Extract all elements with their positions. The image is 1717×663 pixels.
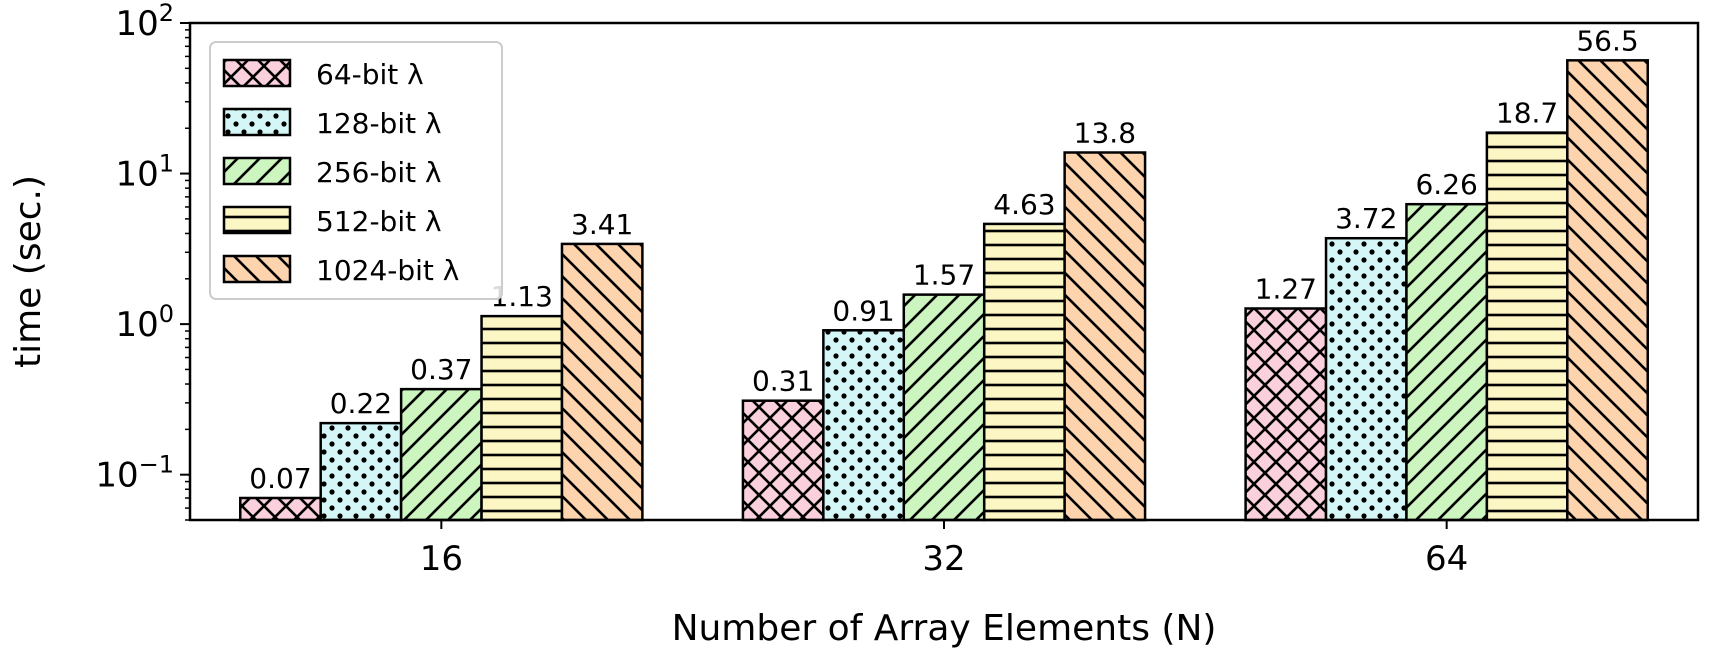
bar-value-label: 4.63 xyxy=(993,188,1055,221)
bar-16-1 xyxy=(319,421,403,522)
bar-value-label: 18.7 xyxy=(1496,97,1558,130)
x-tick-label: 64 xyxy=(1425,539,1468,579)
bar-64-4 xyxy=(1566,59,1649,522)
bar-value-label: 0.07 xyxy=(249,462,311,495)
legend-entry-label: 64-bit λ xyxy=(316,58,424,91)
legend-frame xyxy=(209,41,503,300)
bar-64-3 xyxy=(1485,131,1569,522)
bar-16-3 xyxy=(480,314,564,522)
y-tick-label: 100 xyxy=(115,300,174,345)
bar-64-2 xyxy=(1405,202,1489,522)
legend-swatch xyxy=(222,107,292,137)
bar-value-label: 3.41 xyxy=(571,208,633,241)
bar-16-0 xyxy=(239,496,322,522)
bar-value-label: 56.5 xyxy=(1576,24,1638,57)
bar-32-4 xyxy=(1063,151,1147,522)
bar-value-label: 3.72 xyxy=(1335,202,1397,235)
legend-entry-label: 1024-bit λ xyxy=(316,254,459,287)
legend-swatch xyxy=(222,205,292,235)
legend: 64-bit λ 128-bit λ 256-bit λ 512-bit λ 1024-… xyxy=(209,41,503,300)
y-tick-label: 101 xyxy=(115,150,174,195)
legend-swatch xyxy=(222,58,292,88)
legend-entry-label: 512-bit λ xyxy=(316,205,442,238)
bar-value-label: 13.8 xyxy=(1074,116,1136,149)
bar-value-label: 0.91 xyxy=(832,294,894,327)
legend-entry-label: 128-bit λ xyxy=(316,107,442,140)
bar-value-label: 1.57 xyxy=(913,259,975,292)
y-axis-ticks: 10−1 100 101 102 xyxy=(95,0,190,521)
x-axis-ticks: 16 32 64 xyxy=(420,520,1468,579)
legend-swatch xyxy=(222,254,292,284)
legend-swatch xyxy=(222,156,292,186)
x-axis-label: Number of Array Elements (N) xyxy=(672,608,1217,649)
bar-labels-group: 0.070.220.371.133.410.310.911.574.6313.8… xyxy=(249,24,1638,495)
bar-64-0 xyxy=(1244,307,1328,522)
x-tick-label: 16 xyxy=(420,539,463,579)
bar-32-0 xyxy=(741,399,825,522)
bar-value-label: 0.22 xyxy=(330,387,392,420)
bar-32-1 xyxy=(822,329,906,522)
y-tick-label: 10−1 xyxy=(95,451,174,496)
bars-group xyxy=(239,59,1649,522)
legend-entry-label: 256-bit λ xyxy=(316,156,442,189)
bar-32-2 xyxy=(902,293,986,522)
y-axis-label: time (sec.) xyxy=(8,175,49,368)
bar-64-1 xyxy=(1324,236,1408,522)
bar-value-label: 1.27 xyxy=(1255,272,1317,305)
x-tick-label: 32 xyxy=(922,539,965,579)
y-tick-label: 102 xyxy=(115,0,174,44)
bar-32-3 xyxy=(982,222,1066,522)
bar-value-label: 0.31 xyxy=(752,365,814,398)
bar-16-4 xyxy=(560,242,644,522)
bar-value-label: 6.26 xyxy=(1415,168,1477,201)
bar-16-2 xyxy=(399,387,483,522)
bar-value-label: 0.37 xyxy=(410,353,472,386)
